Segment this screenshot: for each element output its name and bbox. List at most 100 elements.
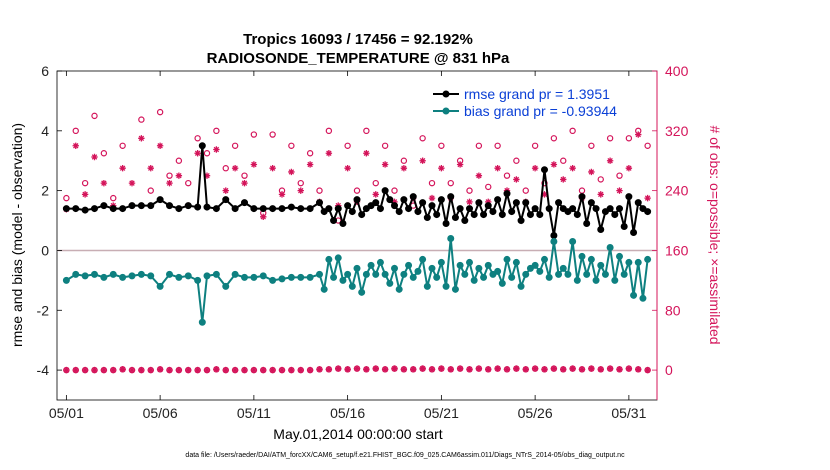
bias-point: [423, 282, 431, 290]
bias-point: [287, 273, 295, 281]
rmse-point: [62, 205, 70, 213]
bias-point: [541, 255, 548, 263]
obs-assimilated-point: [588, 168, 595, 176]
rmse-point: [512, 199, 520, 207]
bias-point: [128, 272, 136, 280]
rmse-point: [466, 205, 473, 213]
obs-assimilated-point-bottom: [250, 366, 258, 374]
obs-possible-point: [110, 194, 117, 202]
rmse-point: [334, 205, 342, 213]
bias-point: [601, 270, 609, 278]
footnote: data file: /Users/raeder/DAI/ATM_forcXX/…: [185, 452, 625, 459]
rmse-point: [597, 226, 605, 234]
rmse-point: [91, 205, 98, 213]
y-tick-label: 4: [41, 123, 49, 139]
rmse-point: [508, 208, 516, 216]
obs-assimilated-point-bottom: [410, 366, 417, 373]
obs-assimilated-point-bottom: [644, 366, 651, 374]
obs-assimilated-point-bottom: [428, 366, 436, 373]
rmse-point: [423, 214, 431, 222]
legend-entry-label: bias grand pr = -0.93944: [464, 103, 617, 119]
obs-assimilated-point: [306, 161, 314, 168]
obs-assimilated-point: [156, 142, 164, 149]
obs-assimilated-point-bottom: [475, 365, 483, 372]
obs-assimilated-point: [288, 168, 295, 176]
obs-assimilated-point: [147, 165, 154, 172]
rmse-point: [545, 205, 553, 213]
y-tick-label: 2: [41, 183, 49, 199]
bias-point: [72, 270, 80, 278]
obs-assimilated-point-bottom: [306, 366, 314, 374]
obs-assimilated-point: [560, 176, 567, 183]
bias-point: [437, 258, 445, 266]
obs-assimilated-point-bottom: [400, 366, 408, 373]
obs-possible-point: [91, 112, 98, 120]
bias-point: [531, 261, 539, 269]
obs-possible-point: [588, 142, 595, 149]
rmse-point: [395, 208, 403, 216]
obs-possible-point: [81, 179, 89, 187]
y-tick-label: -4: [37, 362, 50, 378]
obs-possible-point: [344, 142, 351, 149]
obs-assimilated-point: [466, 198, 473, 206]
obs-possible-point: [560, 157, 567, 164]
obs-assimilated-point: [569, 165, 576, 172]
obs-assimilated-point-bottom: [353, 365, 361, 372]
bias-point: [616, 252, 623, 260]
rmse-point: [503, 190, 511, 198]
plot-frame: [56, 70, 658, 401]
bias-point: [409, 273, 417, 281]
bias-point: [550, 237, 558, 245]
bias-point: [184, 272, 192, 280]
obs-possible-point: [269, 131, 276, 138]
bias-point: [451, 285, 459, 293]
chart-title-line2: RADIOSONDE_TEMPERATURE @ 831 hPa: [207, 50, 510, 67]
obs-assimilated-point-bottom: [625, 365, 633, 372]
obs-assimilated-point: [363, 150, 370, 157]
obs-assimilated-point-bottom: [194, 366, 201, 374]
obs-assimilated-point: [269, 165, 276, 172]
rmse-point: [428, 202, 436, 210]
bias-point: [564, 270, 572, 278]
obs-assimilated-point: [550, 161, 558, 168]
obs-assimilated-point: [616, 187, 623, 194]
obs-assimilated-point-bottom: [156, 366, 164, 373]
bias-point: [555, 270, 563, 278]
obs-assimilated-point: [475, 172, 483, 179]
obs-possible-point: [494, 142, 501, 149]
bias-point: [466, 258, 473, 266]
rmse-point: [203, 203, 211, 211]
bias-point: [414, 267, 422, 275]
obs-possible-point: [213, 127, 220, 135]
obs-assimilated-point: [531, 165, 539, 172]
bias-point: [320, 285, 328, 293]
bias-point: [362, 270, 370, 278]
bias-point: [100, 273, 108, 281]
rmse-point: [522, 199, 530, 207]
x-tick-label: 05/16: [330, 405, 365, 421]
bias-point: [480, 273, 488, 281]
bias-point: [166, 270, 173, 278]
obs-assimilated-point-bottom: [175, 366, 183, 374]
rmse-point: [620, 223, 628, 231]
obs-assimilated-point: [372, 191, 379, 198]
rmse-point: [325, 205, 333, 213]
obs-assimilated-point: [419, 157, 426, 164]
obs-possible-point: [156, 108, 164, 116]
rmse-point: [555, 199, 563, 207]
obs-assimilated-point: [325, 150, 333, 157]
rmse-point: [231, 205, 239, 213]
bias-point: [639, 294, 647, 302]
y-axis-label: rmse and bias (model - observation): [9, 123, 25, 347]
bias-point: [372, 270, 380, 278]
obs-assimilated-point: [203, 172, 211, 179]
rmse-point: [376, 205, 384, 213]
obs-possible-point: [466, 187, 473, 194]
rmse-point: [587, 199, 595, 207]
obs-possible-point: [428, 179, 436, 187]
bias-point: [456, 261, 464, 269]
bias-point: [405, 261, 413, 269]
obs-assimilated-point: [635, 131, 642, 138]
obs-assimilated-point-bottom: [447, 366, 454, 373]
bias-point: [231, 270, 239, 278]
